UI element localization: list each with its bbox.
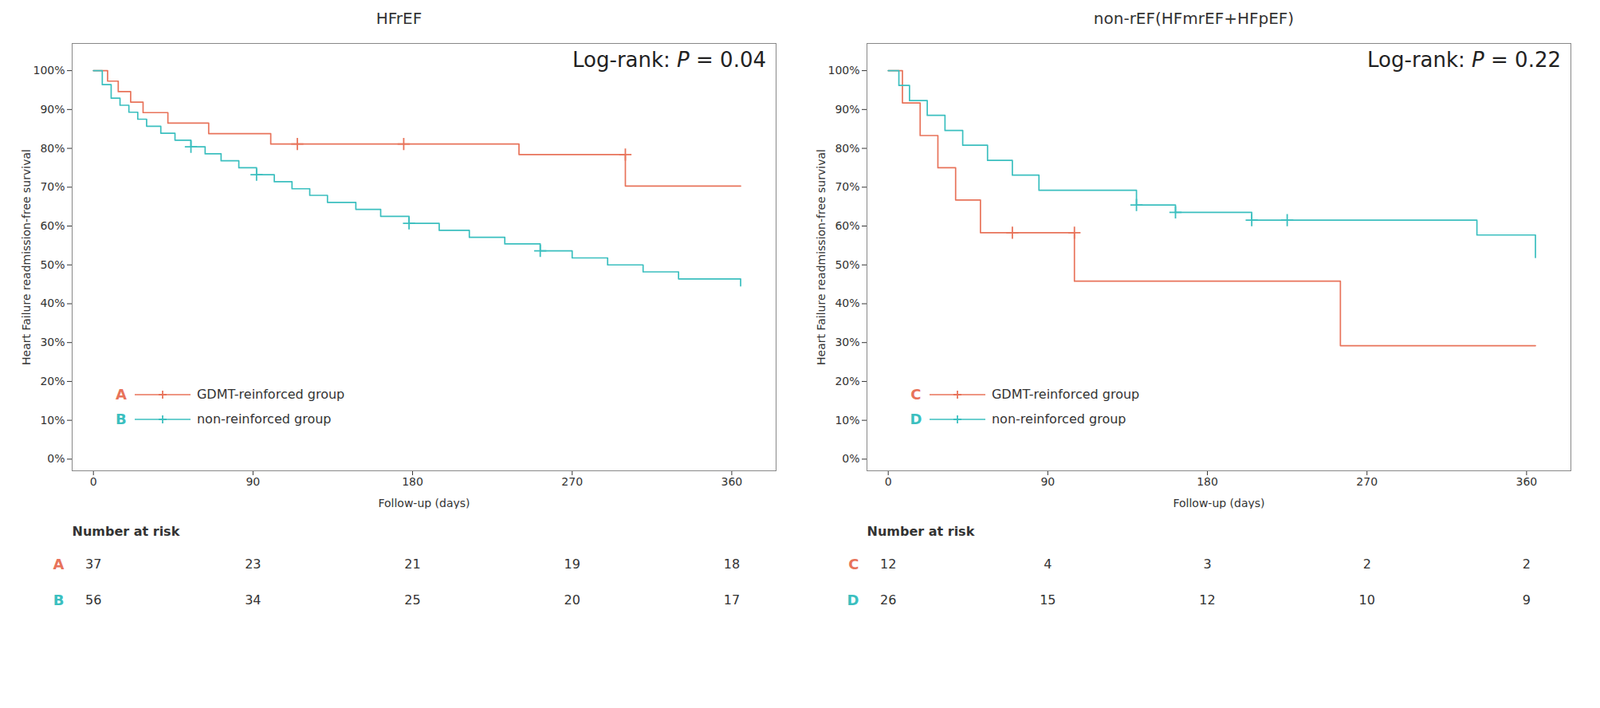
svg-text:34: 34 (244, 592, 261, 608)
svg-text:B: B (53, 591, 65, 609)
html-text:B: B (115, 410, 127, 428)
svg-text:50%: 50% (39, 258, 65, 272)
svg-text:Number at risk: Number at risk (72, 523, 181, 539)
svg-text:23: 23 (244, 556, 261, 572)
svg-text:9: 9 (1522, 592, 1531, 608)
svg-text:10%: 10% (834, 413, 860, 427)
svg-text:20%: 20% (834, 374, 860, 388)
svg-text:10%: 10% (39, 413, 65, 427)
svg-text:C: C (848, 555, 859, 573)
svg-text:18: 18 (723, 556, 740, 572)
svg-text:270: 270 (561, 475, 583, 488)
html-text:GDMT-reinforced group: GDMT-reinforced group (991, 386, 1140, 403)
svg-text:3: 3 (1202, 556, 1211, 572)
svg-text:Heart Failure readmission-free: Heart Failure readmission-free survival (19, 149, 33, 366)
svg-text:0%: 0% (47, 452, 65, 465)
svg-text:360: 360 (721, 475, 743, 488)
svg-text:180: 180 (401, 475, 424, 488)
html-text:non-rEF(HFmrEF+HFpEF): non-rEF(HFmrEF+HFpEF) (1093, 8, 1295, 28)
svg-text:D: D (847, 591, 860, 609)
html-text:Log-rank: P = 0.04: Log-rank: P = 0.04 (572, 47, 767, 72)
svg-text:30%: 30% (39, 335, 65, 349)
svg-text:Follow-up (days): Follow-up (days) (1172, 496, 1265, 510)
svg-text:21: 21 (404, 556, 421, 572)
svg-text:56: 56 (85, 592, 102, 608)
svg-text:17: 17 (723, 592, 740, 608)
svg-text:60%: 60% (834, 219, 860, 232)
svg-text:4: 4 (1043, 556, 1052, 572)
svg-text:70%: 70% (39, 180, 65, 193)
svg-text:90: 90 (1040, 475, 1055, 488)
svg-text:40%: 40% (39, 296, 65, 310)
svg-text:70%: 70% (834, 180, 860, 193)
svg-text:50%: 50% (834, 258, 860, 272)
svg-text:Number at risk: Number at risk (867, 523, 975, 539)
svg-text:2: 2 (1522, 556, 1531, 572)
html-text:Log-rank: P = 0.22: Log-rank: P = 0.22 (1367, 47, 1561, 72)
svg-text:A: A (53, 555, 65, 573)
svg-text:90%: 90% (39, 102, 65, 116)
svg-text:180: 180 (1196, 475, 1219, 488)
svg-text:2: 2 (1363, 556, 1372, 572)
html-text:HFrEF: HFrEF (376, 8, 422, 28)
svg-text:Heart Failure readmission-free: Heart Failure readmission-free survival (814, 149, 828, 366)
svg-text:90: 90 (245, 475, 260, 488)
html-text:A: A (115, 386, 127, 403)
svg-text:90%: 90% (834, 102, 860, 116)
svg-text:37: 37 (85, 556, 102, 572)
svg-text:0: 0 (90, 475, 98, 488)
svg-text:20: 20 (564, 592, 581, 608)
svg-text:80%: 80% (39, 141, 65, 155)
svg-text:19: 19 (564, 556, 581, 572)
svg-text:12: 12 (1199, 592, 1215, 608)
svg-text:12: 12 (880, 556, 897, 572)
svg-text:25: 25 (404, 592, 421, 608)
svg-text:0: 0 (884, 475, 893, 488)
svg-text:40%: 40% (834, 296, 860, 310)
html-text:non-reinforced group: non-reinforced group (196, 411, 332, 427)
html-text:C: C (910, 386, 922, 403)
svg-text:20%: 20% (39, 374, 65, 388)
svg-text:60%: 60% (39, 219, 65, 232)
svg-text:360: 360 (1516, 475, 1538, 488)
html-text:D: D (910, 410, 922, 428)
svg-text:15: 15 (1039, 592, 1056, 608)
svg-text:Follow-up (days): Follow-up (days) (377, 496, 470, 510)
html-text:non-reinforced group: non-reinforced group (991, 411, 1127, 427)
svg-text:100%: 100% (827, 63, 860, 77)
svg-text:26: 26 (880, 592, 897, 608)
svg-text:80%: 80% (834, 141, 860, 155)
svg-text:100%: 100% (32, 63, 65, 77)
html-text:GDMT-reinforced group: GDMT-reinforced group (196, 386, 345, 403)
svg-text:10: 10 (1359, 592, 1376, 608)
svg-text:30%: 30% (834, 335, 860, 349)
svg-text:270: 270 (1356, 475, 1378, 488)
svg-text:0%: 0% (841, 452, 860, 465)
